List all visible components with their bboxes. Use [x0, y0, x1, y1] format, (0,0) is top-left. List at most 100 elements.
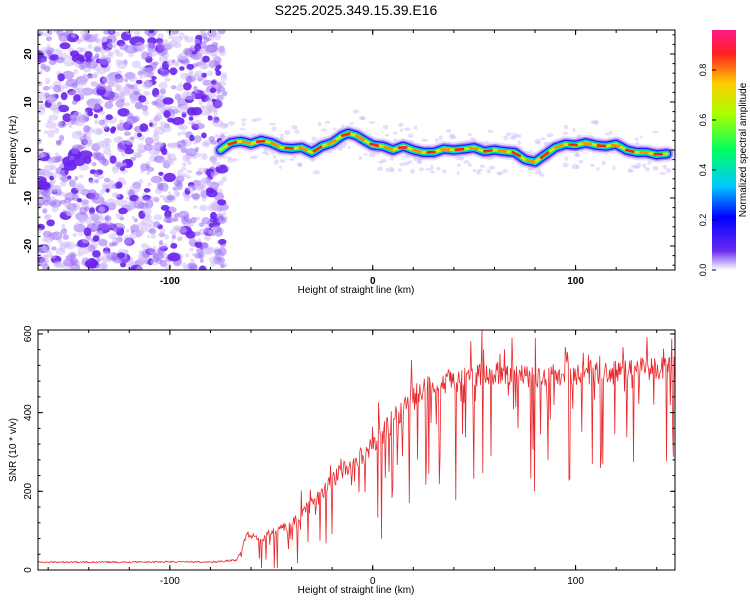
noise-speckle [631, 164, 637, 169]
colorbar-tick-label: 0.6 [698, 114, 708, 127]
noise-speckle [130, 97, 135, 102]
noise-speckle [39, 257, 50, 265]
noise-speckle [84, 259, 99, 269]
noise-speckle [169, 229, 177, 235]
noise-speckle [94, 39, 100, 43]
noise-speckle [105, 114, 113, 121]
noise-speckle [476, 170, 481, 175]
noise-speckle [221, 72, 228, 78]
noise-speckle [131, 215, 135, 220]
noise-speckle [399, 128, 404, 132]
noise-speckle [273, 159, 279, 165]
noise-speckle [115, 181, 123, 189]
noise-speckle [148, 30, 155, 34]
noise-speckle [170, 85, 177, 90]
noise-speckle [459, 156, 465, 161]
noise-speckle [106, 252, 119, 261]
noise-speckle [159, 94, 164, 99]
noise-speckle [139, 123, 149, 132]
spectrogram-xtick-label: 0 [370, 276, 376, 287]
noise-speckle [92, 33, 99, 39]
noise-speckle [106, 198, 116, 205]
noise-speckle [158, 81, 168, 90]
noise-speckle [535, 170, 538, 176]
noise-speckle [119, 91, 125, 98]
noise-speckle [59, 134, 65, 142]
noise-speckle [221, 90, 228, 97]
spectrogram-ytick-label: 0 [23, 147, 34, 153]
noise-speckle [149, 122, 153, 127]
noise-speckle [142, 90, 151, 96]
noise-speckle [54, 152, 59, 157]
noise-speckle [217, 199, 227, 206]
noise-speckle [210, 211, 217, 220]
noise-speckle [72, 87, 83, 95]
noise-speckle [176, 140, 187, 147]
noise-speckle [479, 164, 486, 168]
snr-ytick-label: 0 [23, 567, 34, 573]
noise-speckle [349, 122, 355, 125]
noise-speckle [94, 119, 99, 125]
noise-speckle [189, 264, 198, 270]
noise-speckle [162, 186, 169, 193]
noise-speckle [75, 39, 82, 44]
noise-speckle [56, 233, 61, 237]
noise-speckle [644, 167, 650, 172]
noise-speckle [232, 158, 239, 162]
snr-frame [37, 329, 676, 571]
noise-speckle [92, 250, 101, 258]
noise-speckle [477, 168, 484, 172]
noise-speckle [214, 33, 222, 41]
noise-speckle [173, 190, 180, 198]
noise-speckle [40, 58, 48, 63]
noise-speckle [389, 157, 394, 161]
noise-speckle [124, 148, 134, 155]
noise-speckle [652, 130, 659, 134]
signal-peak-mark [255, 139, 266, 143]
noise-speckle [74, 60, 82, 68]
noise-speckle [199, 204, 208, 212]
noise-speckle [384, 133, 390, 137]
noise-speckle [177, 169, 184, 177]
noise-speckle [164, 234, 169, 240]
noise-speckle [93, 170, 100, 178]
noise-speckle [48, 59, 57, 66]
noise-speckle [38, 69, 43, 75]
noise-speckle [540, 173, 545, 177]
noise-speckle [190, 258, 195, 263]
noise-speckle [73, 222, 82, 231]
noise-speckle [201, 132, 207, 139]
noise-speckle [88, 192, 100, 201]
noise-speckle [130, 136, 135, 141]
noise-speckle [296, 162, 303, 168]
signal-peak-mark [312, 145, 323, 153]
noise-speckle [509, 136, 517, 140]
noise-speckle [44, 77, 51, 85]
noise-speckle [635, 162, 642, 168]
noise-speckle [47, 158, 55, 165]
noise-speckle [446, 128, 452, 133]
noise-speckle [171, 59, 176, 64]
noise-speckle [55, 247, 66, 256]
noise-speckle [142, 207, 152, 215]
noise-speckle [59, 42, 71, 50]
noise-speckle [416, 160, 423, 165]
noise-speckle [137, 222, 147, 229]
noise-speckle [90, 81, 99, 87]
noise-speckle [188, 72, 194, 76]
noise-speckle [77, 80, 87, 87]
noise-speckle [116, 143, 127, 153]
noise-speckle [209, 30, 216, 36]
noise-speckle [172, 186, 180, 192]
noise-speckle [160, 121, 167, 126]
noise-speckle [176, 54, 184, 61]
signal-peak-mark [610, 143, 621, 148]
noise-speckle [202, 89, 208, 96]
noise-speckle [562, 162, 569, 168]
noise-speckle [113, 228, 120, 233]
noise-speckle [410, 168, 415, 174]
noise-speckle [177, 131, 182, 137]
noise-speckle [123, 199, 128, 204]
noise-speckle [109, 81, 114, 86]
